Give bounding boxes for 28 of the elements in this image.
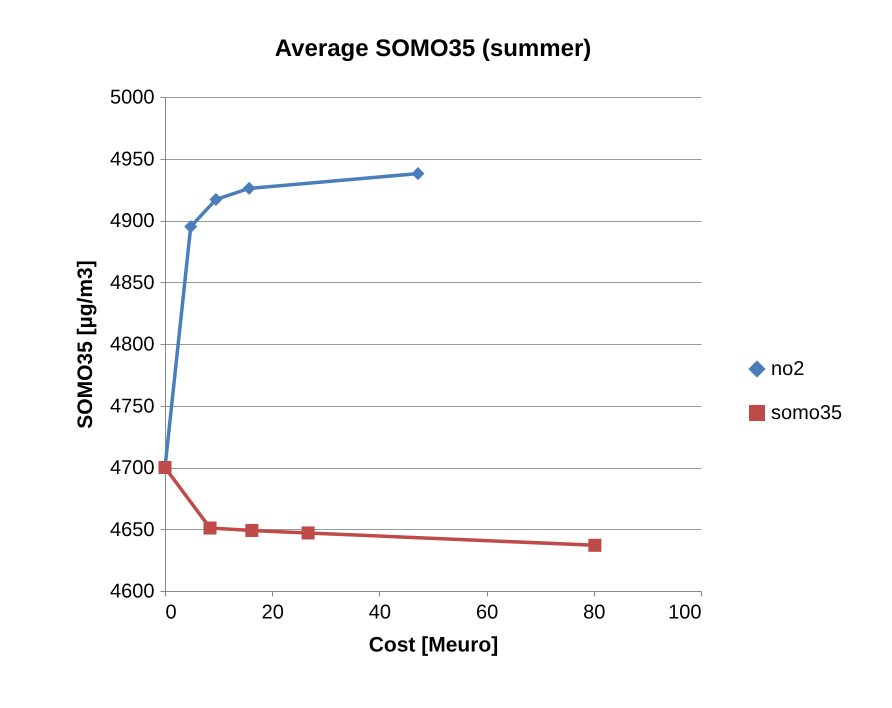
point	[411, 167, 425, 180]
y-axis-title: SOMO35 [µg/m3]	[74, 260, 98, 429]
y-tick-label: 4700	[110, 457, 154, 479]
y-tick-label: 5000	[110, 86, 154, 108]
chart-title: Average SOMO35 (summer)	[274, 35, 592, 62]
legend-label: somo35	[771, 402, 842, 424]
y-tick-label: 4650	[110, 518, 154, 541]
y-tick-label: 4900	[110, 210, 154, 232]
x-tick-label: 100	[668, 602, 702, 624]
point	[588, 538, 602, 552]
y-tick-label: 4600	[110, 580, 154, 602]
x-tick-label: 80	[583, 602, 606, 624]
y-tick-label: 4800	[110, 334, 154, 356]
point	[209, 192, 222, 206]
y-tick-label: 4850	[110, 272, 154, 294]
x-tick-label: 0	[166, 602, 177, 624]
y-tick-label: 4950	[110, 148, 154, 170]
point	[302, 526, 315, 540]
x-tick-label: 40	[368, 602, 392, 624]
x-axis-title: Cost [Meuro]	[368, 634, 498, 656]
x-tick-label: 20	[262, 602, 284, 624]
point	[184, 220, 198, 234]
y-tick-label: 4750	[110, 395, 154, 418]
point	[204, 521, 217, 535]
legend-label: no2	[771, 358, 804, 380]
point	[242, 182, 256, 195]
x-tick-label: 60	[476, 602, 498, 624]
point	[245, 524, 258, 538]
